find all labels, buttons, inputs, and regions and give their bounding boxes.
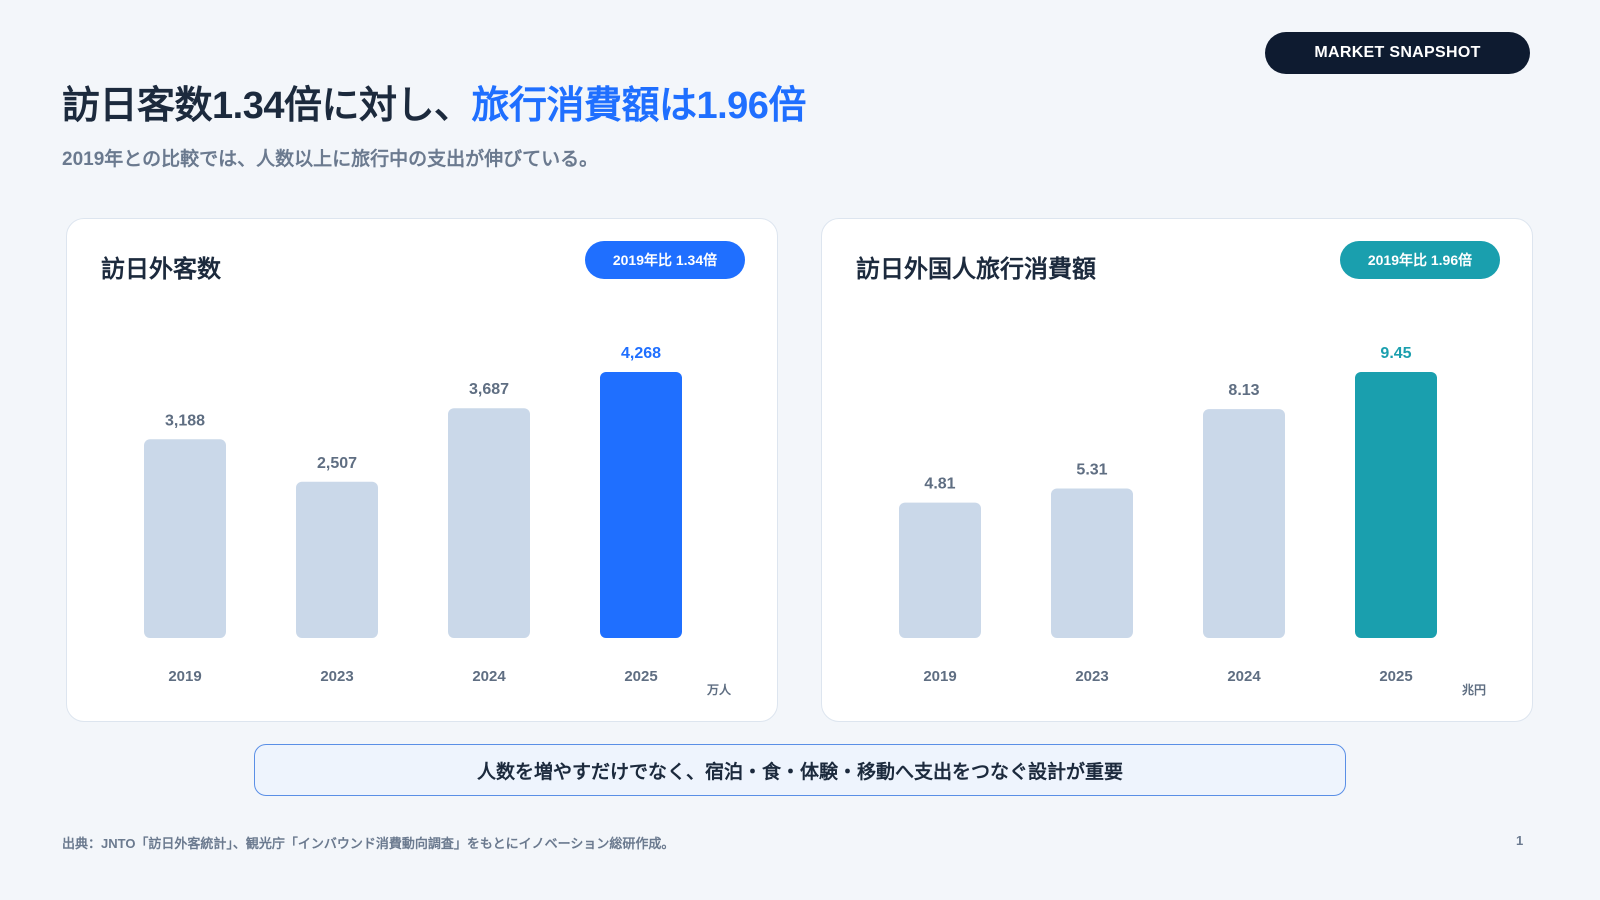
visitor-count-card: 訪日外客数 2019年比 1.34倍 3,188 2019 2,507 2023 3,6… bbox=[66, 218, 778, 722]
visitor-x-tick-2019: 2019 bbox=[168, 668, 201, 685]
visitor-x-tick-2025: 2025 bbox=[624, 668, 657, 685]
visitor-bar-2024 bbox=[448, 408, 530, 638]
spending-bar-2024 bbox=[1203, 409, 1285, 638]
visitor-unit-label: 万人 bbox=[706, 682, 732, 697]
visitor-value-label-2025: 4,268 bbox=[621, 345, 661, 362]
visitor-count-title: 訪日外客数 bbox=[101, 256, 221, 283]
visitor-value-label-2019: 3,188 bbox=[165, 412, 205, 429]
spending-value-label-2019: 4.81 bbox=[924, 476, 955, 493]
spending-ratio-badge: 2019年比 1.96倍 bbox=[1340, 241, 1500, 279]
visitor-x-tick-2024: 2024 bbox=[472, 668, 506, 685]
spending-value-label-2023: 5.31 bbox=[1076, 462, 1107, 479]
spending-bar-2025 bbox=[1355, 372, 1437, 638]
page-subtitle: 2019年との比較では、人数以上に旅行中の支出が伸びている。 bbox=[62, 149, 599, 170]
title-main: 訪日客数1.34倍に対し、 bbox=[62, 85, 472, 127]
spending-title: 訪日外国人旅行消費額 bbox=[856, 256, 1096, 283]
spending-x-tick-2019: 2019 bbox=[923, 668, 956, 685]
spending-unit-label: 兆円 bbox=[1462, 682, 1486, 697]
source-note: 出典：JNTO「訪日外客統計」、観光庁「インバウンド消費動向調査」をもとにイノベ… bbox=[62, 836, 675, 851]
spending-bar-2019 bbox=[899, 502, 981, 638]
spending-bar-2023 bbox=[1051, 488, 1133, 638]
visitor-x-tick-2023: 2023 bbox=[320, 668, 353, 685]
spending-value-label-2024: 8.13 bbox=[1228, 382, 1259, 399]
spending-chart: 4.81 2019 5.31 2023 8.13 2024 9.45 2025 兆円 bbox=[899, 345, 1486, 697]
visitor-bar-2019 bbox=[144, 439, 226, 638]
spending-card: 訪日外国人旅行消費額 2019年比 1.96倍 4.81 2019 5.31 2023… bbox=[821, 218, 1533, 722]
page-number: 1 bbox=[1516, 833, 1524, 848]
spending-value-label-2025: 9.45 bbox=[1380, 345, 1411, 362]
visitor-ratio-badge: 2019年比 1.34倍 bbox=[585, 241, 745, 279]
visitor-value-label-2023: 2,507 bbox=[317, 455, 357, 472]
visitor-bar-2023 bbox=[296, 481, 378, 638]
spending-x-tick-2024: 2024 bbox=[1227, 668, 1261, 685]
visitor-count-chart: 3,188 2019 2,507 2023 3,687 2024 4,268 2025 万人 bbox=[144, 345, 732, 697]
spending-x-tick-2023: 2023 bbox=[1075, 668, 1108, 685]
visitor-value-label-2024: 3,687 bbox=[469, 381, 509, 398]
spending-x-tick-2025: 2025 bbox=[1379, 668, 1412, 685]
market-snapshot-badge: MARKET SNAPSHOT bbox=[1265, 32, 1530, 74]
key-message-callout: 人数を増やすだけでなく、宿泊・食・体験・移動へ支出をつなぐ設計が重要 bbox=[254, 744, 1346, 796]
page-title: 訪日客数1.34倍に対し、旅行消費額は1.96倍 bbox=[62, 74, 806, 129]
visitor-bar-2025 bbox=[600, 372, 682, 638]
title-highlight: 旅行消費額は1.96倍 bbox=[471, 85, 806, 127]
